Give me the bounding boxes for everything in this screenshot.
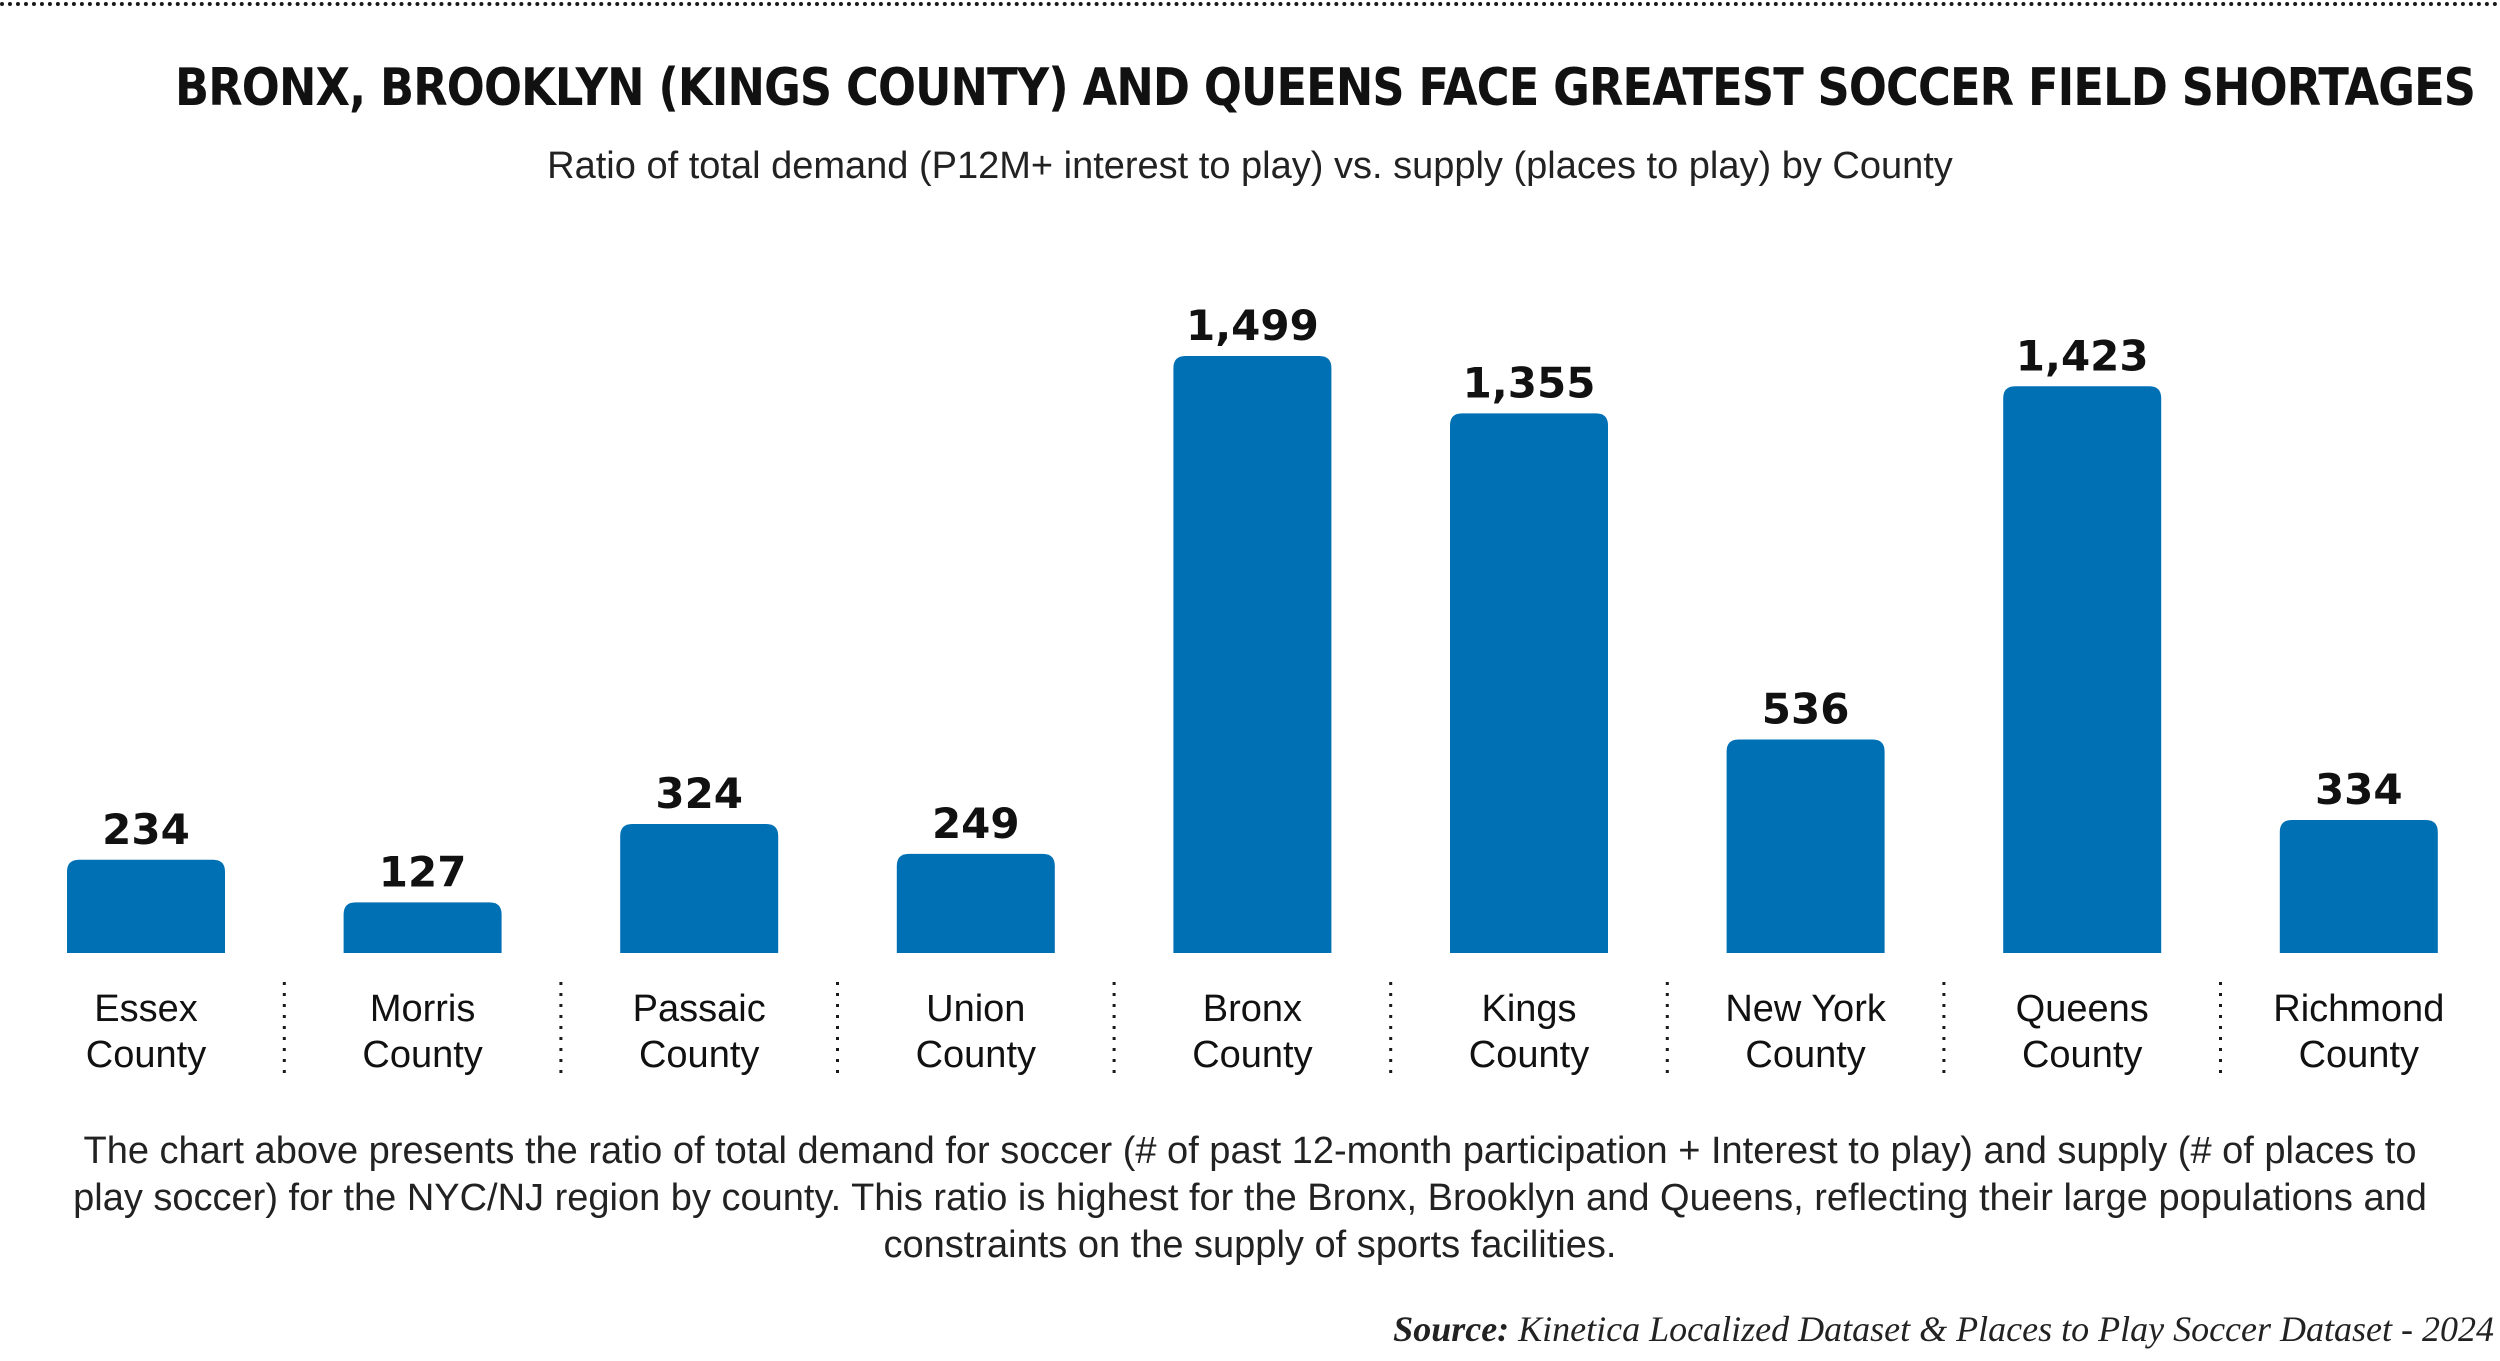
- bar: [1726, 739, 1885, 953]
- category-label: County: [86, 1034, 206, 1076]
- chart-caption: The chart above presents the ratio of to…: [73, 1130, 2427, 1266]
- bar-value-label: 127: [379, 847, 467, 896]
- category-label: County: [1192, 1034, 1312, 1076]
- bar-value-label: 1,499: [1186, 301, 1319, 350]
- bar: [2279, 819, 2438, 953]
- category-label: County: [2022, 1034, 2142, 1076]
- category-label: County: [1745, 1034, 1865, 1076]
- category-label: New York: [1725, 988, 1887, 1030]
- bar-value-label: 249: [932, 799, 1020, 848]
- bar: [1450, 413, 1608, 953]
- category-label: County: [916, 1034, 1036, 1076]
- source-label: Source:: [1393, 1309, 1510, 1349]
- category-label: County: [2299, 1034, 2419, 1076]
- source-note: Source: Kinetica Localized Dataset & Pla…: [1393, 1308, 2494, 1350]
- bar-value-label: 324: [655, 769, 743, 818]
- bar: [2003, 386, 2162, 953]
- bar-value-label: 536: [1762, 685, 1850, 734]
- category-label: Morris: [370, 988, 476, 1030]
- bar: [896, 853, 1055, 953]
- bar-value-label: 1,355: [1463, 358, 1596, 407]
- chart-subtitle: Ratio of total demand (P12M+ interest to…: [547, 145, 1953, 187]
- bar-chart: 234EssexCounty127MorrisCounty324PassaicC…: [67, 301, 2444, 1076]
- bar: [67, 859, 225, 953]
- category-label: Queens: [2016, 988, 2149, 1030]
- category-label: County: [362, 1034, 482, 1076]
- bar: [343, 902, 502, 953]
- source-text: Kinetica Localized Dataset & Places to P…: [1518, 1309, 2494, 1349]
- category-label: County: [639, 1034, 759, 1076]
- category-label: Union: [926, 988, 1025, 1030]
- category-label: Richmond: [2273, 988, 2444, 1030]
- category-label: Bronx: [1203, 988, 1302, 1030]
- category-label: Passaic: [633, 988, 766, 1030]
- bar-value-label: 1,423: [2016, 331, 2149, 380]
- category-label: Kings: [1481, 988, 1576, 1030]
- bar-value-label: 334: [2315, 765, 2403, 814]
- top-dotted-rule: [0, 2, 2500, 6]
- category-label: County: [1469, 1034, 1589, 1076]
- category-label: Essex: [94, 988, 197, 1030]
- bar: [1173, 356, 1332, 953]
- bar: [620, 823, 779, 953]
- bar-value-label: 234: [102, 805, 190, 854]
- chart-title: BRONX, BROOKLYN (KINGS COUNTY) AND QUEEN…: [175, 58, 2476, 118]
